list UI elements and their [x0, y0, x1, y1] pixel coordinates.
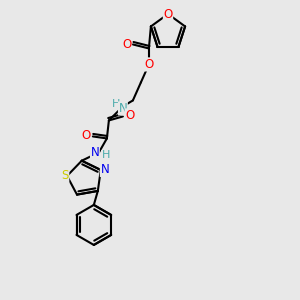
Text: H: H	[112, 99, 120, 110]
Text: O: O	[144, 58, 154, 71]
Text: H: H	[102, 150, 110, 161]
Text: O: O	[122, 38, 131, 51]
Text: S: S	[61, 169, 69, 182]
Text: N: N	[118, 102, 127, 115]
Text: O: O	[81, 129, 91, 142]
Text: O: O	[125, 109, 134, 122]
Text: O: O	[164, 8, 172, 20]
Text: N: N	[100, 164, 109, 176]
Text: N: N	[91, 146, 99, 159]
